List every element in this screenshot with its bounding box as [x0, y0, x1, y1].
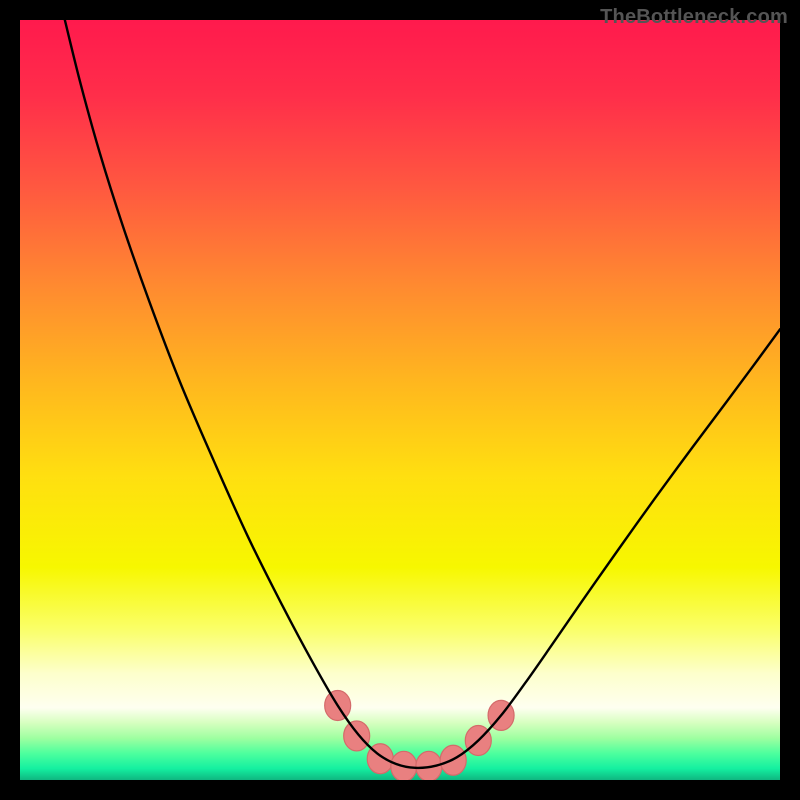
watermark-label: TheBottleneck.com: [600, 6, 788, 29]
bottleneck-chart: [20, 20, 780, 780]
marker-point: [344, 721, 370, 751]
chart-frame: TheBottleneck.com: [0, 0, 800, 800]
gradient-background: [20, 20, 780, 780]
